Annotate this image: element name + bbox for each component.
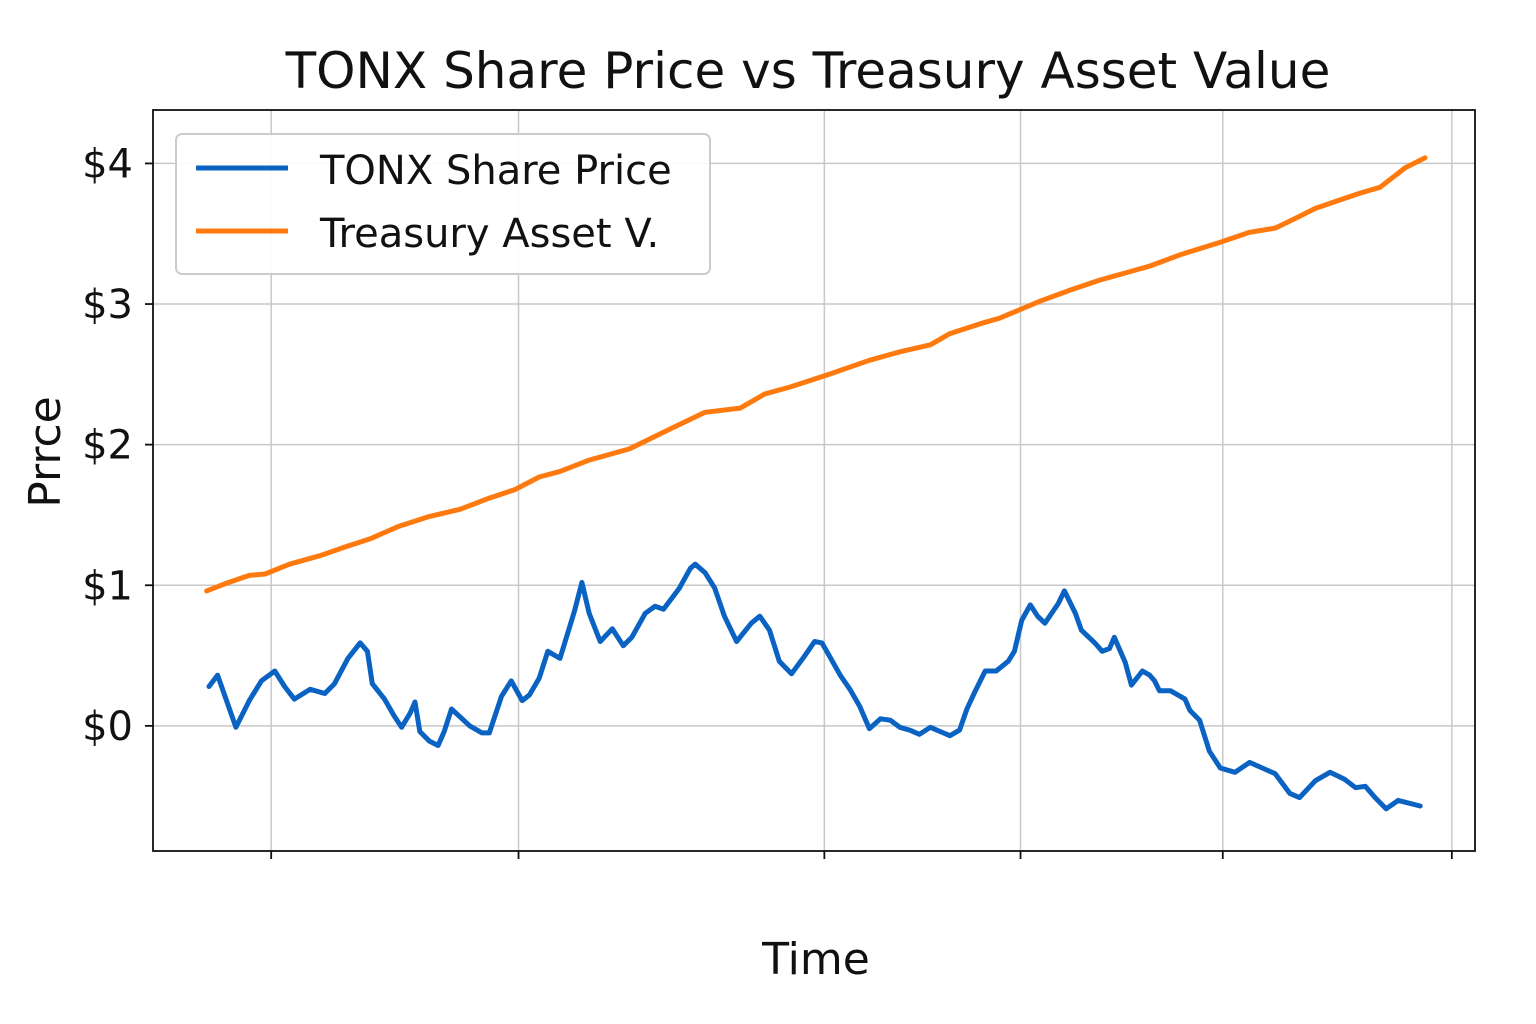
y-tick-label: $2 [82, 423, 133, 469]
grid [153, 110, 1475, 851]
legend-box [175, 133, 711, 275]
x-axis-label: Time [761, 934, 870, 985]
series-lines [204, 155, 1428, 812]
y-tick-label: $0 [82, 704, 133, 750]
legend-label-treasury: Treasury Asset V. [319, 211, 659, 257]
plot-frame [152, 109, 1476, 852]
y-tick-label: $4 [82, 141, 133, 187]
y-axis-label: Prrce [20, 396, 71, 507]
legend-label-share-price: TONX Share Price [319, 148, 672, 194]
series-line-treasury-asset-value [204, 155, 1428, 594]
series-line-share-price [206, 561, 1423, 812]
y-tick-label: $1 [82, 563, 133, 609]
axis-ticks: $0 $1 $2 $3 $4 [82, 141, 1453, 859]
y-tick-label: $3 [82, 282, 133, 328]
legend: TONX Share Price Treasury Asset V. [175, 133, 711, 275]
chart-title: TONX Share Price vs Treasury Asset Value [285, 42, 1331, 100]
